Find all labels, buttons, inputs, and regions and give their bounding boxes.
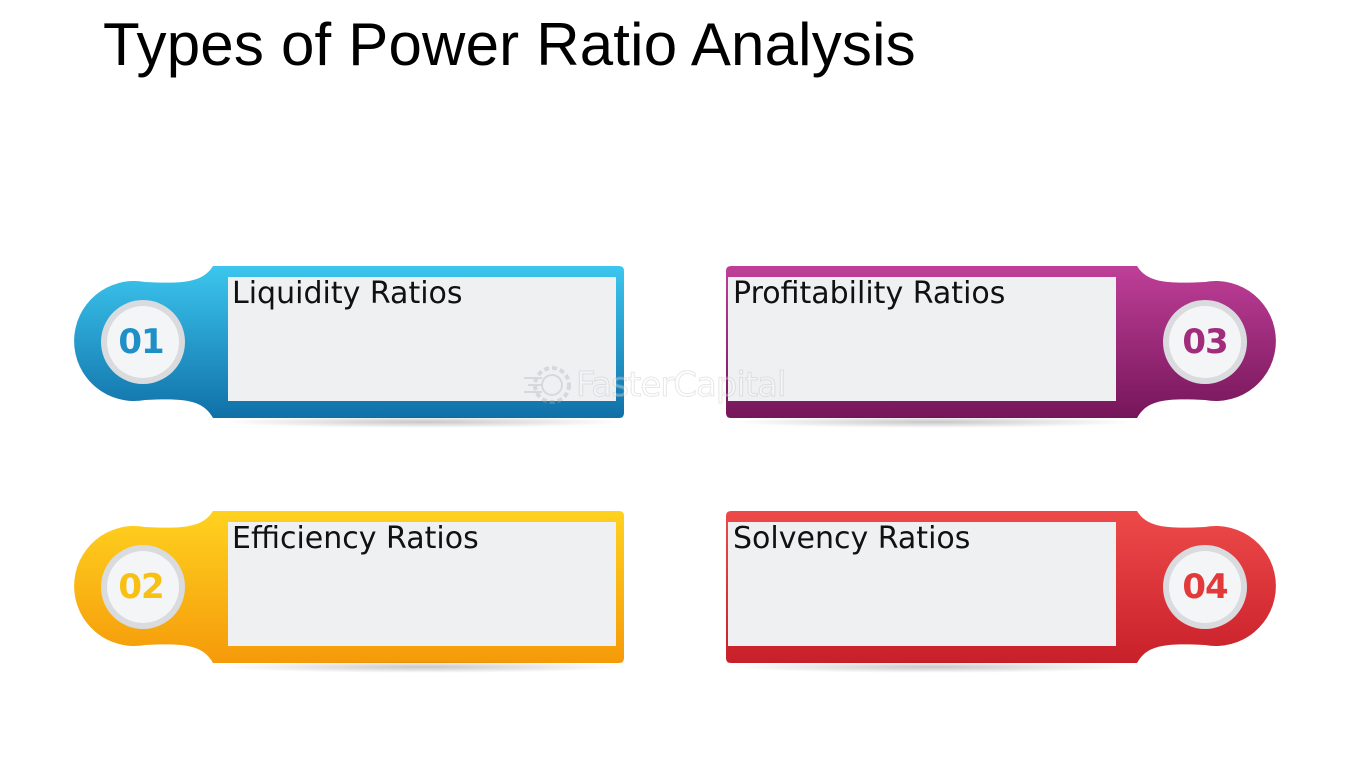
item-label: Efficiency Ratios [232,521,479,556]
ratio-card-01: Liquidity Ratios 01 [74,262,625,422]
card-shadow [218,661,628,673]
item-label: Liquidity Ratios [232,276,463,311]
gear-icon [524,366,571,404]
item-number: 03 [1182,322,1228,362]
card-shadow [728,416,1138,428]
label-panel [228,277,616,401]
card-shadow [728,661,1138,673]
item-number: 02 [118,567,164,607]
label-panel [728,522,1116,646]
watermark-text: FasterCapital [575,365,786,406]
item-number: 04 [1182,567,1228,607]
page-title: Types of Power Ratio Analysis [103,11,916,78]
item-label: Profitability Ratios [733,276,1006,311]
item-label: Solvency Ratios [733,521,971,556]
ratio-card-02: Efficiency Ratios 02 [74,507,625,667]
watermark: FasterCapital [522,362,787,408]
label-panel [228,522,616,646]
ratio-card-03: Profitability Ratios 03 [725,262,1276,422]
ratio-card-04: Solvency Ratios 04 [725,507,1276,667]
card-shadow [218,416,628,428]
label-panel [728,277,1116,401]
item-number: 01 [118,322,164,362]
